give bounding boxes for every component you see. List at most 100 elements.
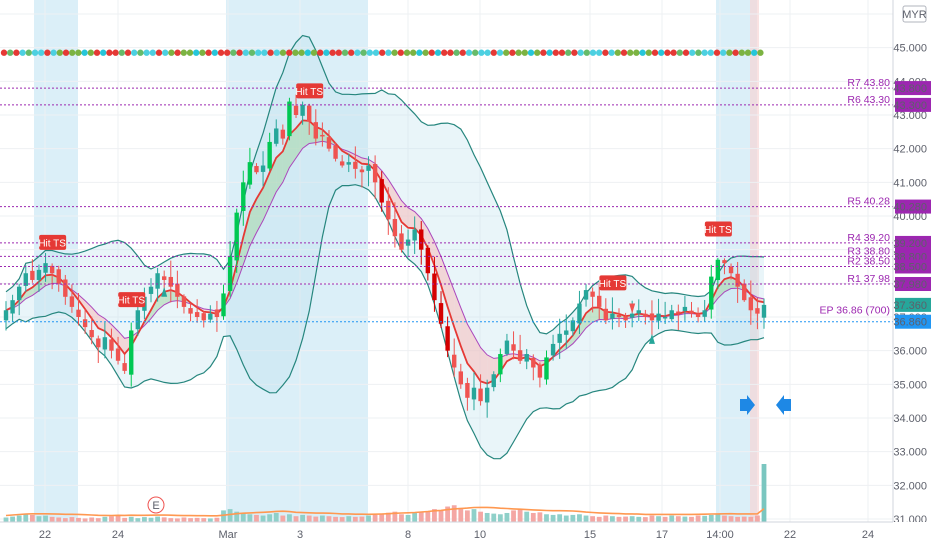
candle-body: [432, 274, 436, 301]
volume-bar: [307, 516, 312, 522]
earnings-marker[interactable]: E: [148, 497, 164, 513]
volume-bar: [37, 516, 42, 522]
candle-body: [531, 358, 535, 368]
volume-bar: [129, 517, 134, 522]
signal-dot: [354, 50, 360, 56]
volume-bar: [280, 516, 285, 522]
candle-body: [76, 310, 80, 317]
volume-bar: [162, 517, 167, 522]
signal-dot: [342, 50, 348, 56]
signal-dot: [26, 50, 32, 56]
signal-dot: [466, 50, 472, 56]
signal-dot: [757, 50, 763, 56]
candle-body: [505, 341, 509, 354]
signal-dot: [298, 50, 304, 56]
candle-body: [63, 279, 67, 296]
candle-body: [689, 311, 693, 314]
hit-ts-label: Hit TS: [38, 235, 66, 250]
volume-bar: [498, 514, 503, 522]
candle-body: [307, 106, 311, 122]
volume-bar: [366, 516, 371, 522]
candle-body: [353, 162, 357, 169]
signal-dot: [503, 50, 509, 56]
volume-bar: [63, 518, 68, 522]
volume-bar: [241, 513, 246, 522]
time-tick: 22: [39, 529, 51, 541]
signal-dot: [230, 50, 236, 56]
signal-dot: [571, 50, 577, 56]
level-label-r7: R7 43.80: [847, 77, 890, 89]
candle-body: [155, 273, 159, 288]
price-tick: 33.000: [893, 447, 927, 459]
volume-bar: [610, 516, 615, 522]
candle-body: [551, 344, 555, 356]
candle-body: [129, 330, 133, 374]
candle-body: [96, 338, 100, 347]
signal-dot: [311, 50, 317, 56]
volume-bar: [485, 513, 490, 522]
signal-dot: [274, 50, 280, 56]
signal-dot: [447, 50, 453, 56]
volume-bar: [83, 518, 88, 522]
signal-dot: [373, 50, 379, 56]
time-tick: 15: [584, 529, 596, 541]
signal-dot: [732, 50, 738, 56]
volume-bar: [56, 517, 61, 522]
volume-bar: [327, 516, 332, 522]
last-price-tag-text: 37.360: [893, 300, 927, 312]
signal-dot: [205, 50, 211, 56]
candle-body: [617, 315, 621, 317]
volume-bar: [564, 516, 569, 522]
signal-dot: [162, 50, 168, 56]
candle[interactable]: [287, 98, 291, 141]
volume-bar: [537, 512, 542, 522]
candle-body: [221, 293, 225, 316]
level-label-r6: R6 43.30: [847, 94, 890, 106]
signal-dot: [348, 50, 354, 56]
volume-bar: [116, 516, 121, 522]
volume-bar: [419, 512, 424, 522]
candle-body: [702, 310, 706, 317]
signal-dot: [19, 50, 25, 56]
candle-body: [202, 313, 206, 320]
volume-bar: [452, 505, 457, 522]
volume-bar: [122, 518, 127, 522]
signal-dot: [720, 50, 726, 56]
volume-bar: [742, 517, 747, 522]
signal-dot: [224, 50, 230, 56]
signal-dot: [460, 50, 466, 56]
currency-button[interactable]: MYR: [902, 6, 927, 22]
candle-body: [254, 166, 258, 172]
signal-dot: [243, 50, 249, 56]
signal-dot: [484, 50, 490, 56]
price-tick: 42.000: [893, 144, 927, 156]
candle-body: [287, 102, 291, 137]
time-tick: Mar: [219, 529, 238, 541]
signal-dot: [267, 50, 273, 56]
signal-dot: [323, 50, 329, 56]
candle-body: [485, 388, 489, 403]
price-tick: 45.000: [893, 43, 927, 55]
volume-bar: [102, 517, 107, 522]
volume-bar: [76, 518, 81, 522]
volume-bar: [478, 512, 483, 522]
candle-body: [122, 363, 126, 371]
signal-dot: [658, 50, 664, 56]
volume-bar: [663, 517, 668, 522]
candle-body: [57, 269, 61, 283]
candle-body: [4, 310, 8, 320]
hit-ts-text: Hit TS: [38, 238, 66, 249]
signal-dot: [156, 50, 162, 56]
candle-body: [116, 348, 120, 360]
candle-body: [70, 296, 74, 307]
volume-bar: [425, 511, 430, 522]
volume-bar: [182, 517, 187, 522]
signal-dot: [236, 50, 242, 56]
candle-body: [261, 166, 265, 172]
signal-dot: [174, 50, 180, 56]
candle-body: [30, 271, 34, 280]
volume-bar: [590, 516, 595, 522]
volume-bar: [630, 516, 635, 522]
signal-dot: [329, 50, 335, 56]
